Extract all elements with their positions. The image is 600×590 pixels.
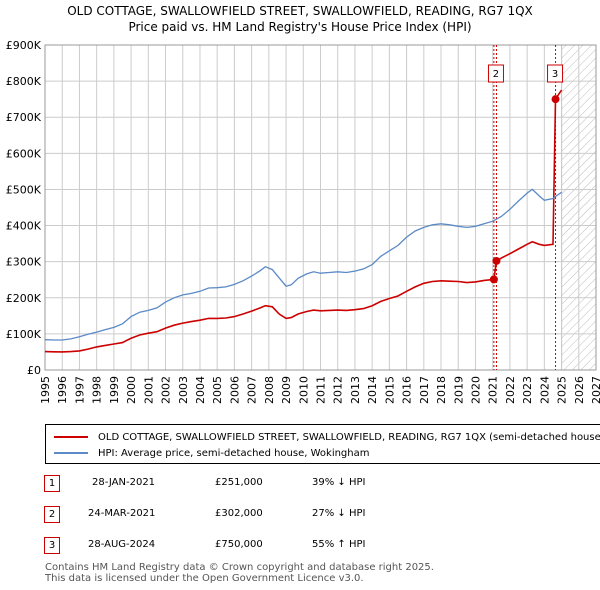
x-tick-label: 1995 (39, 376, 52, 404)
x-tick-label: 2019 (452, 376, 465, 404)
x-tick-label: 2023 (521, 376, 534, 404)
x-tick-label: 2015 (383, 376, 396, 404)
transaction-date: 24-MAR-2021 (88, 508, 156, 519)
x-tick-label: 2003 (177, 376, 190, 404)
transaction-hpi-delta: 27% ↓ HPI (312, 508, 366, 519)
x-tick-label: 2025 (556, 376, 569, 404)
legend: OLD COTTAGE, SWALLOWFIELD STREET, SWALLO… (45, 424, 600, 464)
sale-number-box (487, 64, 504, 83)
y-tick-label: £800K (6, 75, 42, 88)
y-tick-label: £400K (6, 220, 42, 233)
footer-copyright: Contains HM Land Registry data © Crown c… (45, 562, 434, 573)
x-tick-label: 2016 (401, 376, 414, 404)
y-tick-label: £500K (6, 183, 42, 196)
legend-item-hpi: HPI: Average price, semi-detached house,… (54, 445, 369, 461)
legend-hpi-label: HPI: Average price, semi-detached house,… (98, 447, 370, 459)
sale-number-label: 2 (493, 69, 499, 80)
sale-number-box (547, 64, 564, 83)
x-tick-label: 2024 (538, 376, 551, 404)
transaction-hpi-delta: 55% ↑ HPI (312, 539, 366, 550)
price-chart: £0 £100K £200K £300K £400K £500K £600K £700K £80… (6, 39, 600, 404)
sale-number-label: 3 (552, 69, 558, 80)
x-tick-label: 2006 (228, 376, 241, 404)
legend-property-swatch (54, 436, 88, 438)
y-tick-label: £700K (6, 111, 42, 124)
x-tick-label: 1998 (91, 376, 104, 404)
transaction-price: £302,000 (215, 508, 263, 519)
y-tick-label: £0 (27, 364, 41, 377)
hpi-line (44, 188, 562, 341)
x-tick-label: 2014 (366, 376, 379, 404)
transaction-number: 3 (44, 537, 60, 554)
y-tick-label: £100K (6, 328, 42, 341)
x-tick-label: 2011 (315, 376, 328, 404)
transaction-price: £750,000 (215, 539, 263, 550)
sale-point (489, 275, 498, 284)
x-tick-label: 2017 (418, 376, 431, 404)
x-tick-label: 2012 (332, 376, 345, 404)
x-tick-label: 2021 (487, 376, 500, 404)
x-tick-label: 2022 (504, 376, 517, 404)
x-tick-label: 2018 (435, 376, 448, 404)
x-tick-label: 2013 (349, 376, 362, 404)
transaction-date: 28-JAN-2021 (92, 477, 156, 488)
x-tick-label: 2008 (263, 376, 276, 404)
x-tick-label: 2027 (590, 376, 600, 404)
sale-point (492, 256, 501, 265)
y-tick-label: £600K (6, 147, 42, 160)
x-tick-label: 2026 (573, 376, 586, 404)
x-tick-label: 2001 (142, 376, 155, 404)
transaction-number: 1 (44, 475, 60, 492)
x-tick-label: 2007 (246, 376, 259, 404)
transaction-number: 2 (44, 506, 60, 523)
chart-title: OLD COTTAGE, SWALLOWFIELD STREET, SWALLO… (67, 4, 533, 18)
x-tick-label: 1997 (73, 376, 86, 404)
x-tick-label: 2009 (280, 376, 293, 404)
transaction-date: 28-AUG-2024 (88, 539, 156, 550)
x-tick-label: 2002 (160, 376, 173, 404)
footer-licence: This data is licensed under the Open Gov… (45, 573, 364, 584)
y-tick-label: £900K (6, 39, 42, 52)
transaction-price: £251,000 (215, 477, 263, 488)
legend-item-property: OLD COTTAGE, SWALLOWFIELD STREET, SWALLO… (54, 429, 600, 445)
transaction-hpi-delta: 39% ↓ HPI (312, 477, 366, 488)
chart-subtitle: Price paid vs. HM Land Registry's House … (128, 20, 472, 34)
x-tick-label: 2020 (469, 376, 482, 404)
plot-frame (44, 44, 597, 371)
sale-point (551, 95, 560, 104)
y-tick-label: £300K (6, 256, 42, 269)
legend-hpi-swatch (54, 452, 88, 454)
x-tick-label: 1996 (56, 376, 69, 404)
y-tick-label: £200K (6, 292, 42, 305)
x-tick-label: 1999 (108, 376, 121, 404)
legend-property-label: OLD COTTAGE, SWALLOWFIELD STREET, SWALLO… (98, 431, 600, 443)
x-tick-label: 2000 (125, 376, 138, 404)
x-tick-label: 2010 (297, 376, 310, 404)
x-tick-label: 2005 (211, 376, 224, 404)
x-tick-label: 2004 (194, 376, 207, 404)
